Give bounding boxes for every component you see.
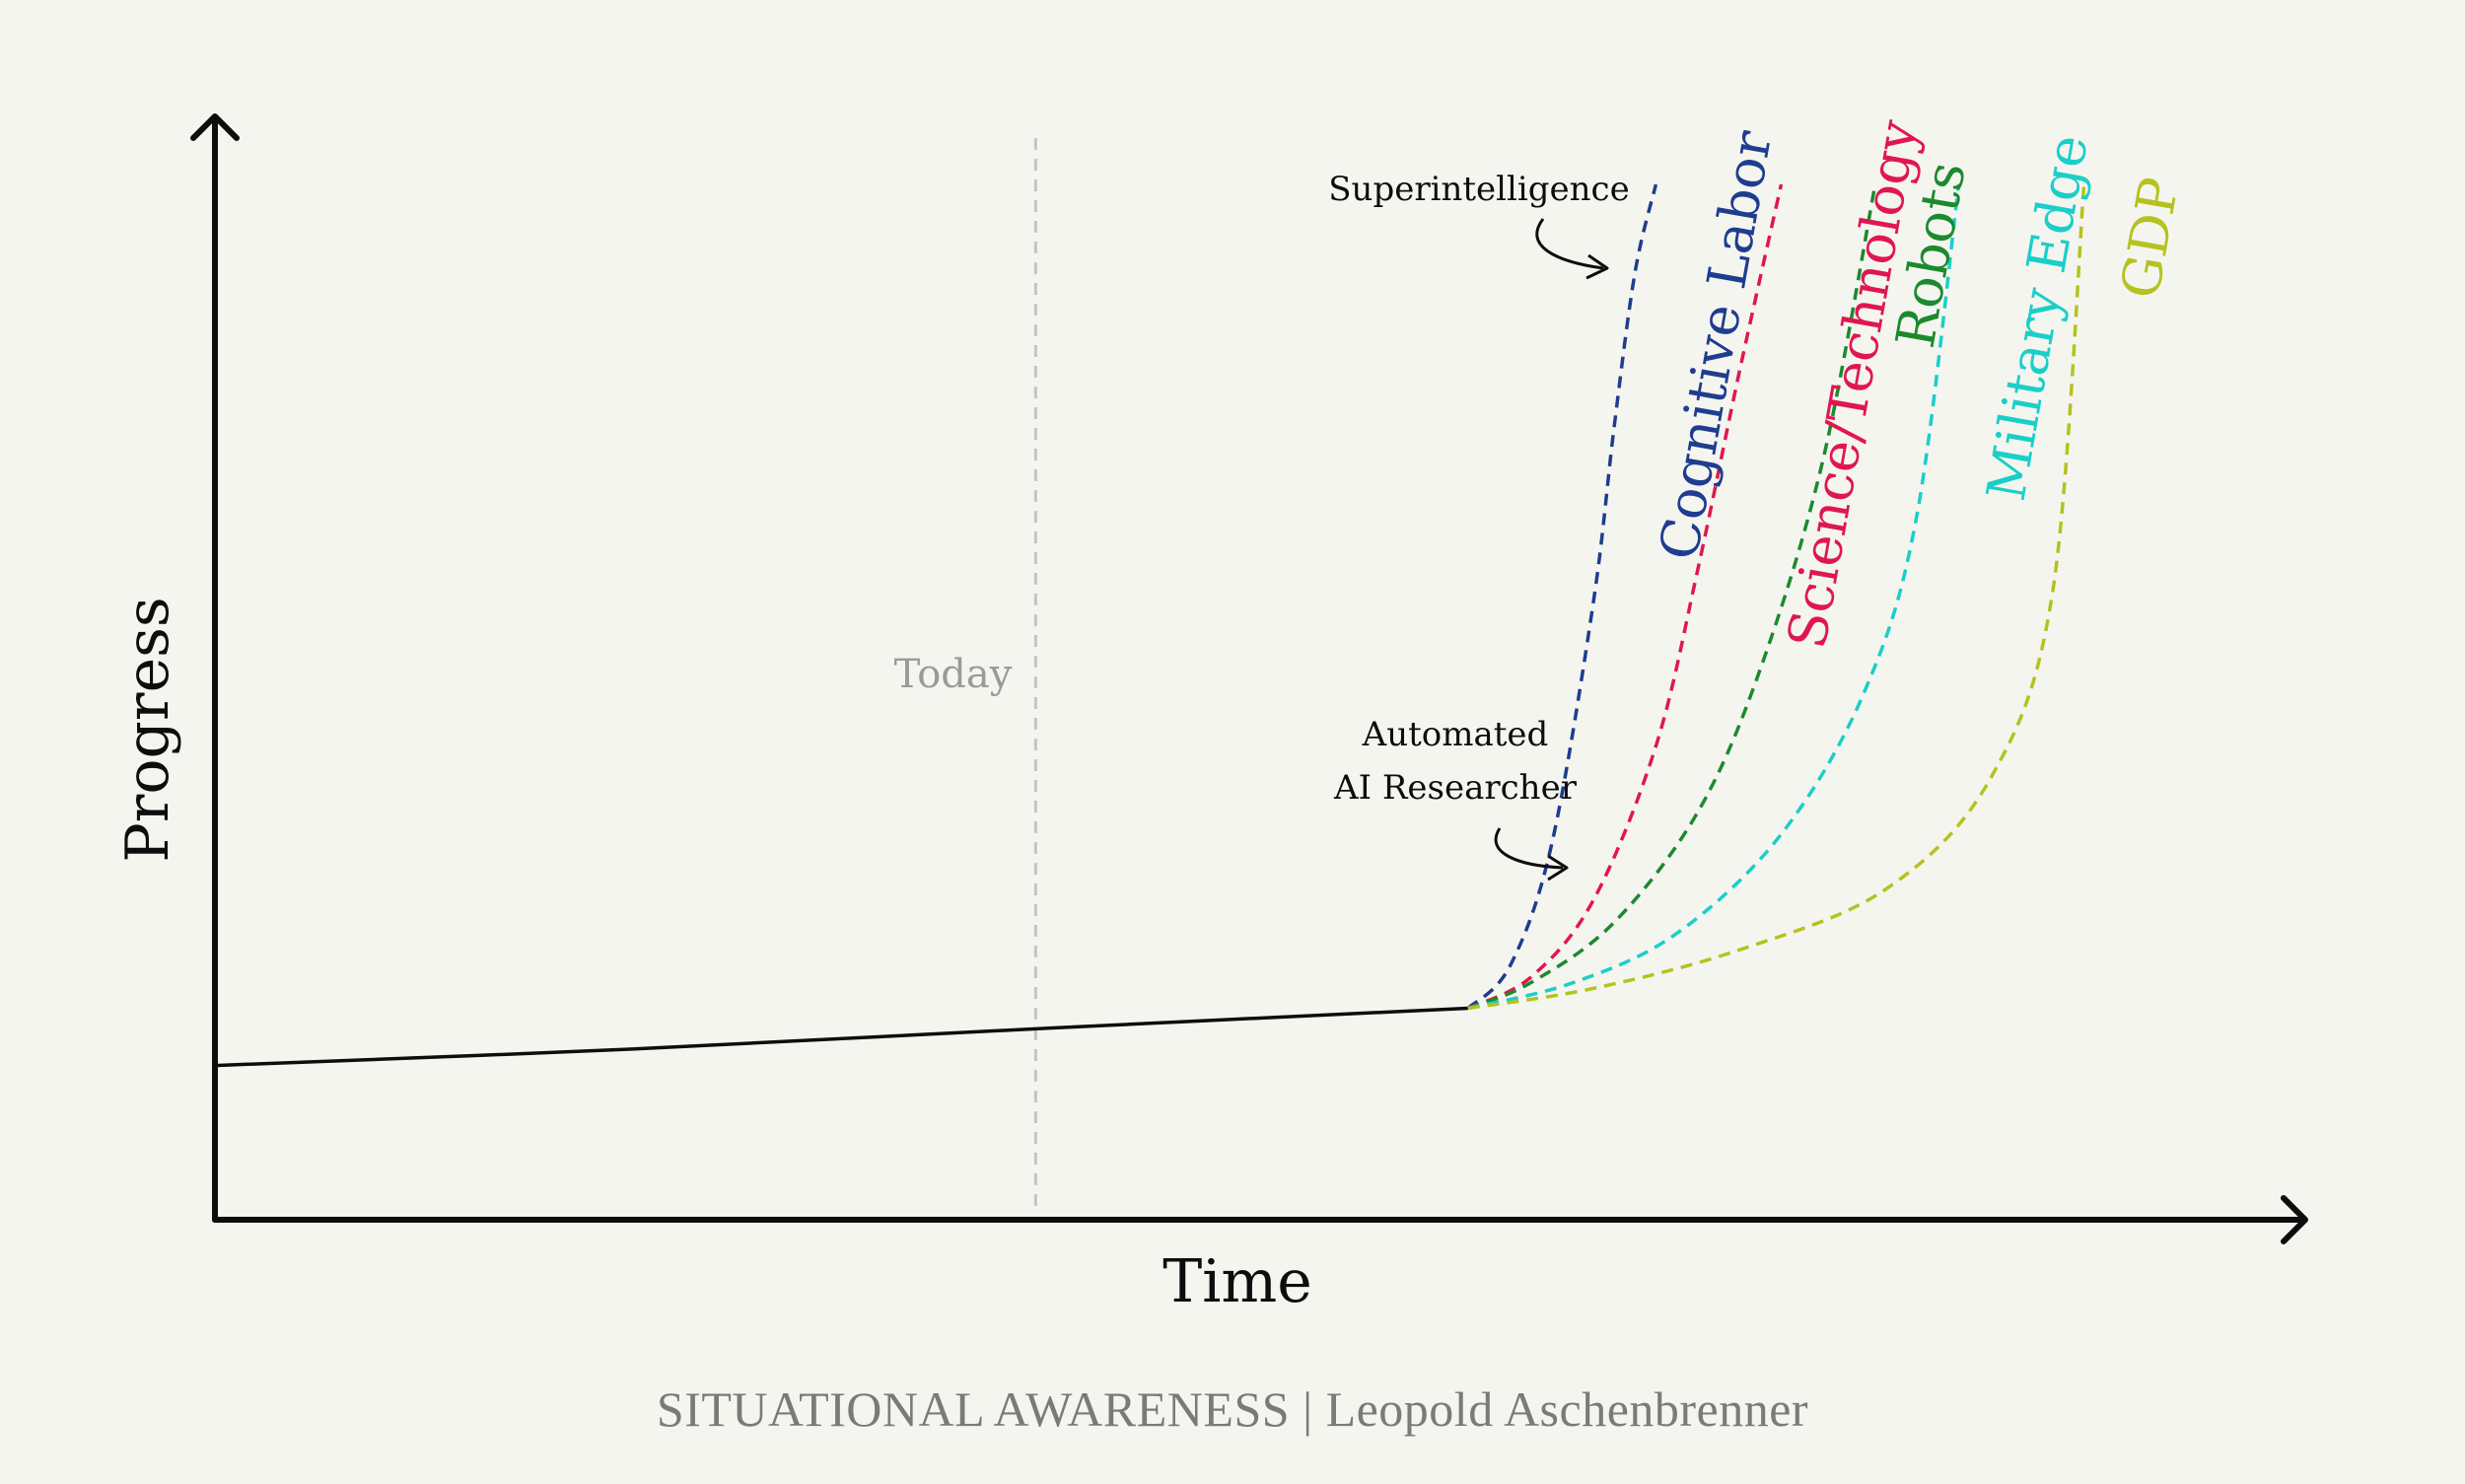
x-axis: [212, 1195, 2308, 1244]
series-line-military-edge: [1467, 183, 1961, 1011]
y-axis-label: Progress: [113, 597, 182, 862]
annotation-superintelligence: Superintelligence: [1328, 170, 1629, 209]
y-axis-arrowhead: [190, 113, 240, 141]
series-label-military-edge: Military Edge: [1975, 130, 2100, 505]
today-marker-label: Today: [894, 652, 1013, 697]
annotation-automated-arrow: [1494, 827, 1564, 870]
series-line-science-technology: [1467, 183, 1784, 1011]
series-label-gdp: GDP: [2109, 173, 2191, 303]
annotation-automated-arrowhead: [1547, 854, 1569, 882]
x-axis-label: Time: [1162, 1247, 1312, 1316]
annotation-superintelligence-arrow: [1535, 218, 1604, 270]
series-label-cognitive-labor: Cognitive Labor: [1648, 126, 1784, 564]
footer-credit: SITUATIONAL AWARENESS | Leopold Aschenbr…: [656, 1381, 1809, 1437]
series-layer: [1466, 183, 2086, 1011]
annotation-automated-line2: AI Researcher: [1333, 768, 1578, 808]
series-line-robots: [1467, 183, 1877, 1011]
annotation-superintelligence-arrowhead: [1585, 253, 1609, 280]
x-axis-arrowhead: [2281, 1195, 2308, 1244]
baseline-progress-line: [214, 1006, 1468, 1068]
annotation-automated-line1: Automated: [1362, 715, 1549, 754]
series-line-cognitive-labor: [1466, 183, 1658, 1010]
series-line-gdp: [1467, 183, 2086, 1011]
y-axis: [190, 113, 240, 1223]
series-labels: Cognitive LaborScience/TechnologyRobotsM…: [1648, 114, 2191, 653]
